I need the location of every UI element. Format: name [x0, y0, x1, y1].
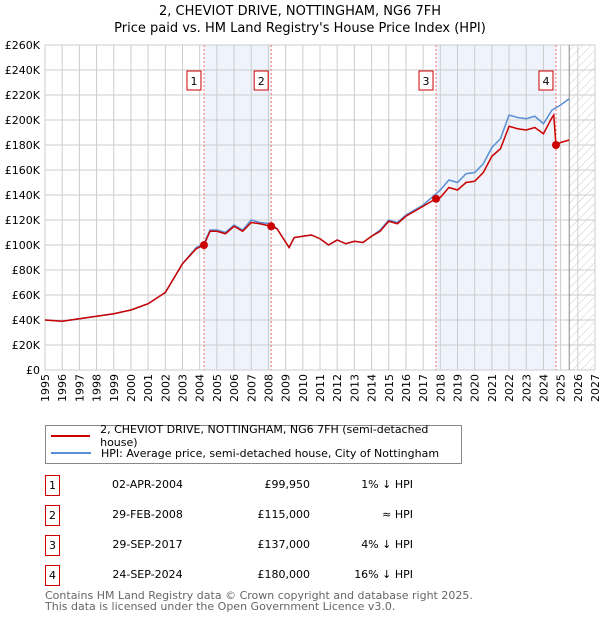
- legend-swatch-hpi: [51, 452, 91, 454]
- y-tick-label: £100K: [5, 239, 41, 252]
- sale-label: 4: [542, 75, 549, 88]
- x-tick-label: 2013: [348, 374, 361, 402]
- x-tick-label: 2018: [434, 374, 447, 402]
- sale-price: £99,950: [264, 478, 311, 491]
- y-tick-label: £200K: [5, 114, 41, 127]
- x-tick-label: 2020: [469, 374, 482, 402]
- shaded-range: [436, 45, 556, 370]
- sale-marker: 2: [45, 505, 60, 526]
- sale-label-box: [538, 70, 554, 91]
- sale-marker: 4: [45, 565, 60, 586]
- y-tick-label: £120K: [5, 214, 41, 227]
- x-tick-label: 2016: [400, 374, 413, 402]
- x-tick-label: 1997: [73, 374, 86, 402]
- x-tick-label: 1995: [39, 374, 52, 402]
- x-tick-label: 2014: [366, 374, 379, 402]
- x-tick-label: 1999: [108, 374, 121, 402]
- sale-row: 2 29-FEB-2008 £115,000 ≈ HPI: [45, 505, 465, 527]
- x-tick-label: 2005: [211, 374, 224, 402]
- footer: Contains HM Land Registry data © Crown c…: [45, 590, 473, 612]
- x-tick-label: 2007: [245, 374, 258, 402]
- x-tick-label: 2025: [555, 374, 568, 402]
- x-tick-label: 2027: [589, 374, 600, 402]
- chart-title: 2, CHEVIOT DRIVE, NOTTINGHAM, NG6 7FH: [158, 4, 441, 19]
- y-tick-label: £160K: [5, 164, 41, 177]
- forecast-hatch: [569, 45, 595, 370]
- x-tick-label: 2008: [262, 374, 275, 402]
- x-tick-label: 2022: [503, 374, 516, 402]
- y-tick-label: £60K: [12, 289, 41, 302]
- sale-hpi: 4% ↓ HPI: [361, 538, 413, 551]
- x-tick-label: 2009: [280, 374, 293, 402]
- legend: 2, CHEVIOT DRIVE, NOTTINGHAM, NG6 7FH (s…: [45, 423, 462, 464]
- sale-date: 02-APR-2004: [111, 478, 184, 491]
- sale-label: 1: [190, 75, 197, 88]
- y-tick-label: £80K: [12, 264, 41, 277]
- x-tick-label: 2024: [537, 374, 550, 402]
- sale-date: 24-SEP-2024: [112, 568, 183, 581]
- y-tick-label: £220K: [5, 89, 41, 102]
- y-tick-label: £20K: [12, 339, 41, 352]
- sale-row: 3 29-SEP-2017 £137,000 4% ↓ HPI: [45, 535, 465, 557]
- shaded-range: [203, 45, 272, 370]
- x-tick-label: 2017: [417, 374, 430, 402]
- x-tick-label: 2010: [297, 374, 310, 402]
- sale-point: [551, 141, 560, 149]
- x-tick-label: 2023: [520, 374, 533, 402]
- sale-label: 3: [423, 75, 430, 88]
- x-tick-label: 1998: [91, 374, 104, 402]
- sale-marker: 1: [45, 475, 60, 496]
- footer-line: This data is licensed under the Open Gov…: [45, 600, 396, 613]
- legend-swatch-property: [51, 435, 91, 437]
- sale-hpi: ≈ HPI: [382, 508, 413, 521]
- x-tick-label: 1996: [56, 374, 69, 402]
- x-tick-label: 2019: [452, 374, 465, 402]
- y-tick-label: £240K: [5, 64, 41, 77]
- x-tick-label: 2001: [142, 374, 155, 402]
- x-tick-label: 2026: [572, 374, 585, 402]
- sale-date: 29-FEB-2008: [112, 508, 183, 521]
- y-tick-label: £40K: [12, 314, 41, 327]
- sale-date: 29-SEP-2017: [112, 538, 183, 551]
- sale-hpi: 16% ↓ HPI: [354, 568, 413, 581]
- x-tick-label: 2021: [486, 374, 499, 402]
- sale-row: 1 02-APR-2004 £99,950 1% ↓ HPI: [45, 475, 465, 497]
- x-tick-label: 2000: [125, 374, 138, 402]
- sale-label-box: [186, 70, 202, 91]
- sale-label-box: [418, 70, 434, 91]
- sale-price: £137,000: [257, 538, 311, 551]
- sale-marker: 3: [45, 535, 60, 556]
- sale-label: 2: [258, 75, 265, 88]
- footer-line: Contains HM Land Registry data © Crown c…: [45, 589, 473, 602]
- sale-price: £180,000: [257, 568, 311, 581]
- legend-label-property: 2, CHEVIOT DRIVE, NOTTINGHAM, NG6 7FH (s…: [100, 423, 429, 449]
- y-tick-label: £180K: [5, 139, 41, 152]
- x-tick-label: 2012: [331, 374, 344, 402]
- y-tick-label: £140K: [5, 189, 41, 202]
- x-tick-label: 2011: [314, 374, 327, 402]
- sale-row: 4 24-SEP-2024 £180,000 16% ↓ HPI: [45, 565, 465, 587]
- legend-label-hpi: HPI: Average price, semi-detached house,…: [101, 446, 440, 460]
- sale-point: [199, 241, 208, 250]
- chart-subtitle: Price paid vs. HM Land Registry's House …: [114, 21, 486, 36]
- x-tick-label: 2015: [383, 374, 396, 402]
- x-tick-label: 2004: [194, 374, 207, 402]
- sale-label-box: [253, 70, 269, 91]
- sale-point: [267, 222, 276, 231]
- y-tick-label: £260K: [5, 39, 41, 52]
- sale-point: [432, 194, 441, 203]
- plot-area: 1995 1996 1997 1998 1999 2000 2001 2002 2003 2004…: [5, 39, 600, 402]
- price-line: [44, 112, 570, 323]
- x-tick-label: 2006: [228, 374, 241, 402]
- x-tick-label: 2003: [177, 374, 190, 402]
- sale-price: £115,000: [257, 508, 311, 521]
- sale-hpi: 1% ↓ HPI: [361, 478, 413, 491]
- y-tick-label: £0: [26, 364, 40, 377]
- x-tick-label: 2002: [159, 374, 172, 402]
